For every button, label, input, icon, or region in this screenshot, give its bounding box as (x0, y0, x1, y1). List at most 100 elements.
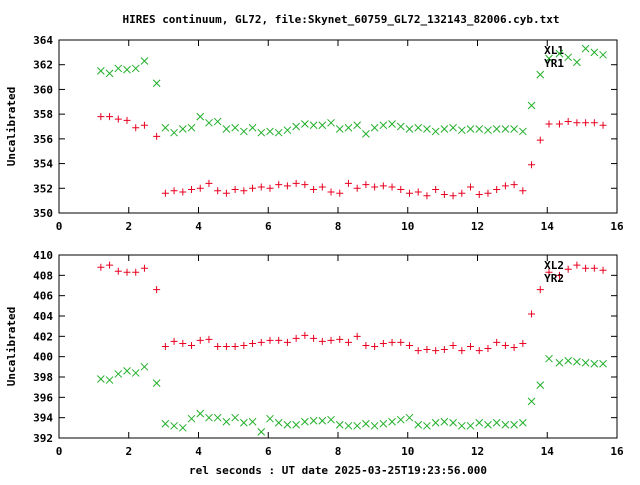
data-point (344, 338, 352, 346)
data-point (123, 367, 131, 375)
data-point (96, 67, 105, 75)
data-point (301, 417, 309, 426)
y-tick-label: 364 (33, 34, 53, 47)
y-axis-label: Uncalibrated (5, 307, 18, 386)
data-point (431, 418, 440, 427)
data-point (152, 79, 161, 88)
data-point (371, 183, 379, 191)
data-point (309, 121, 318, 130)
x-tick-label: 12 (471, 445, 484, 458)
x-tick-label: 10 (401, 220, 414, 233)
data-point (179, 339, 187, 347)
data-point (449, 123, 457, 132)
data-point (275, 181, 283, 189)
data-point (466, 421, 475, 430)
data-point (581, 44, 590, 53)
y-tick-label: 356 (33, 133, 53, 146)
data-point (309, 416, 318, 425)
data-point (97, 113, 105, 121)
data-point (590, 359, 599, 368)
data-point (440, 190, 448, 198)
data-point (170, 128, 178, 137)
data-point (327, 118, 335, 127)
y-tick-label: 350 (33, 207, 53, 220)
x-tick-label: 8 (335, 220, 342, 233)
data-point (283, 182, 291, 190)
data-point (493, 338, 501, 346)
data-point (405, 189, 413, 197)
data-point (196, 112, 205, 121)
y-tick-label: 394 (33, 412, 53, 425)
data-point (492, 418, 501, 427)
data-point (475, 418, 484, 427)
data-point (318, 121, 327, 130)
x-tick-label: 2 (125, 445, 132, 458)
y-tick-label: 410 (33, 249, 53, 262)
data-point (590, 119, 598, 127)
data-point (573, 357, 581, 366)
data-point (231, 123, 239, 132)
data-point (423, 192, 431, 200)
data-point (475, 125, 484, 133)
data-point (318, 416, 327, 425)
data-point (310, 186, 318, 194)
data-point (152, 379, 161, 387)
data-point (248, 417, 257, 426)
data-point (161, 189, 169, 197)
data-point (510, 181, 518, 189)
data-point (414, 188, 422, 196)
data-point (344, 123, 353, 132)
data-point (214, 343, 222, 350)
data-point (114, 267, 122, 275)
data-point (414, 347, 422, 355)
data-point (388, 120, 396, 128)
data-point (274, 418, 283, 427)
data-point (318, 337, 326, 345)
data-point (599, 359, 607, 368)
data-point (519, 339, 527, 347)
data-point (536, 136, 544, 144)
data-point (327, 188, 335, 196)
data-point (292, 334, 300, 342)
data-point (510, 125, 518, 133)
data-point (140, 57, 149, 65)
data-point (388, 417, 396, 426)
series-yr2 (96, 354, 607, 436)
data-point (257, 428, 266, 436)
data-point (222, 417, 231, 426)
data-point (379, 419, 388, 428)
data-point (573, 261, 581, 269)
data-point (501, 182, 509, 190)
data-point (353, 332, 361, 340)
data-point (96, 375, 105, 383)
data-point (257, 128, 266, 137)
series-xl1 (97, 113, 607, 200)
series-yr1 (96, 44, 607, 138)
data-point (105, 376, 114, 384)
data-point (397, 338, 405, 346)
data-point (196, 336, 204, 344)
y-tick-label: 354 (33, 158, 53, 171)
data-point (414, 420, 423, 429)
data-point (353, 121, 362, 130)
data-point (527, 397, 536, 406)
data-point (467, 343, 475, 350)
data-point (371, 343, 379, 350)
chart-title: HIRES continuum, GL72, file:Skynet_60759… (122, 13, 559, 26)
data-point (344, 421, 353, 430)
data-point (257, 338, 265, 346)
x-tick-label: 0 (56, 220, 63, 233)
data-point (599, 50, 607, 59)
data-point (475, 190, 483, 198)
legend-label: YR2 (544, 272, 564, 285)
data-point (153, 132, 161, 140)
data-point (106, 261, 114, 269)
data-point (239, 418, 248, 427)
data-point (310, 334, 318, 342)
data-point (432, 347, 440, 355)
data-point (131, 369, 140, 377)
data-point (344, 179, 352, 187)
x-axis-label: rel seconds : UT date 2025-03-25T19:23:5… (189, 464, 487, 477)
data-point (510, 420, 518, 429)
x-tick-label: 14 (541, 445, 555, 458)
